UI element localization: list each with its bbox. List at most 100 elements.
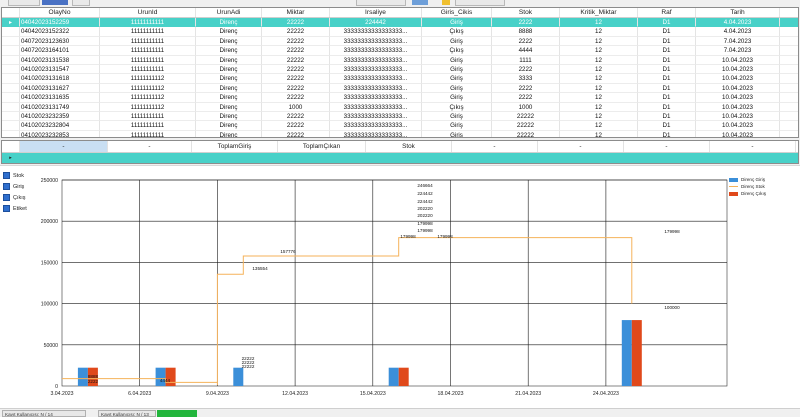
table-cell[interactable]: 23:28:00	[780, 121, 798, 131]
table-cell[interactable]: Çıkış	[422, 27, 492, 37]
table-cell[interactable]: 22222	[262, 64, 330, 75]
table-cell[interactable]: 22222	[262, 55, 330, 65]
table-cell[interactable]: D1	[638, 130, 696, 137]
table-cell[interactable]: 11111111111	[100, 64, 196, 75]
table-cell[interactable]: 4444	[492, 46, 560, 56]
table-cell[interactable]: 11111111111	[100, 27, 196, 37]
toolbar-icon[interactable]	[442, 0, 450, 5]
row-selector[interactable]	[2, 121, 20, 131]
row-selector[interactable]: ▸	[2, 153, 20, 163]
totals-cell[interactable]	[278, 153, 366, 163]
table-cell[interactable]: Direnç	[196, 130, 262, 137]
table-cell[interactable]: 04042023152322	[20, 27, 100, 37]
table-cell[interactable]: Direnç	[196, 18, 262, 28]
table-cell[interactable]: D1	[638, 36, 696, 47]
table-cell[interactable]: 10.04.2023	[696, 130, 780, 137]
totals-cell[interactable]	[624, 153, 710, 163]
table-row[interactable]: 04102023232359 11111111111 Direnç 22222 3333…	[2, 111, 798, 122]
row-selector[interactable]	[2, 64, 20, 75]
table-row[interactable]: 04102023232853 11111111111 Direnç 22222 3333…	[2, 130, 798, 137]
table-cell[interactable]: 04102023131635	[20, 93, 100, 103]
row-selector[interactable]	[2, 36, 20, 47]
totals-cell[interactable]	[710, 153, 796, 163]
filter-giris[interactable]: Giriş	[3, 181, 27, 192]
totals-cell[interactable]	[366, 153, 452, 163]
checkbox-icon[interactable]	[3, 194, 10, 201]
table-cell[interactable]: 33333333333333333...	[330, 83, 422, 94]
table-cell[interactable]: Giriş	[422, 55, 492, 65]
table-cell[interactable]: 2222	[492, 18, 560, 28]
table-cell[interactable]: 4.04.2023	[696, 18, 780, 28]
table-cell[interactable]: Çıkış	[422, 46, 492, 56]
column-header[interactable]: Kritik_Miktar	[560, 8, 638, 17]
totals-cell[interactable]	[538, 153, 624, 163]
table-cell[interactable]: 1000	[492, 102, 560, 112]
table-cell[interactable]: D1	[638, 55, 696, 65]
table-cell[interactable]: 04102023232359	[20, 111, 100, 122]
totals-cell[interactable]	[20, 153, 108, 163]
table-cell[interactable]: 04042023152259	[20, 18, 100, 28]
table-cell[interactable]: 4.04.2023	[696, 27, 780, 37]
filter-stok[interactable]: Stok	[3, 170, 27, 181]
table-cell[interactable]: 33333333333333333...	[330, 93, 422, 103]
table-cell[interactable]: 10.04.2023	[696, 83, 780, 94]
table-cell[interactable]: D1	[638, 27, 696, 37]
table-cell[interactable]: 33333333333333333...	[330, 36, 422, 47]
table-cell[interactable]: 11111111112	[100, 83, 196, 94]
totals-header-cell[interactable]: -	[796, 141, 798, 152]
toolbar-icon[interactable]	[412, 0, 428, 5]
column-header[interactable]: Tarih	[696, 8, 780, 17]
table-cell[interactable]: 23:23:00	[780, 112, 798, 122]
table-cell[interactable]: 33333333333333333...	[330, 121, 422, 131]
table-cell[interactable]: Direnç	[196, 27, 262, 37]
table-cell[interactable]: 10.04.2023	[696, 102, 780, 112]
table-cell[interactable]: 10.04.2023	[696, 93, 780, 103]
row-selector[interactable]	[2, 102, 20, 112]
table-cell[interactable]: 11111111111	[100, 46, 196, 56]
table-cell[interactable]: 12	[560, 55, 638, 65]
table-cell[interactable]: Direnç	[196, 83, 262, 94]
row-selector[interactable]	[2, 83, 20, 94]
table-cell[interactable]: 8888	[492, 27, 560, 37]
table-cell[interactable]: 12	[560, 27, 638, 37]
table-row[interactable]: 04102023131538 11111111111 Direnç 22222 3333…	[2, 55, 798, 65]
filter-cikis[interactable]: Çıkış	[3, 192, 27, 203]
table-cell[interactable]: Giriş	[422, 64, 492, 75]
table-cell[interactable]: D1	[638, 46, 696, 56]
column-header[interactable]: Stok	[492, 8, 560, 17]
table-cell[interactable]: 2222	[492, 93, 560, 103]
toolbar-icon[interactable]	[42, 0, 68, 5]
totals-header-cell[interactable]: ToplamGiriş	[192, 141, 278, 152]
toolbar-button[interactable]	[455, 0, 505, 6]
table-cell[interactable]: 33333333333333333...	[330, 46, 422, 56]
table-cell[interactable]: 11111111111	[100, 121, 196, 131]
table-cell[interactable]: 22222	[492, 121, 560, 131]
table-cell[interactable]: 22222	[262, 93, 330, 103]
table-cell[interactable]: 15:23:00	[780, 27, 798, 37]
table-cell[interactable]: Direnç	[196, 36, 262, 47]
table-cell[interactable]: Giriş	[422, 74, 492, 84]
totals-header-cell[interactable]: -	[20, 141, 108, 152]
table-cell[interactable]: 22222	[262, 111, 330, 122]
totals-header-cell[interactable]: -	[710, 141, 796, 152]
table-cell[interactable]: Direnç	[196, 102, 262, 112]
table-cell[interactable]: 11111111111	[100, 18, 196, 28]
table-cell[interactable]: 2222	[492, 64, 560, 75]
table-cell[interactable]: 04072023123630	[20, 36, 100, 47]
table-cell[interactable]: Giriş	[422, 111, 492, 122]
table-cell[interactable]: Giriş	[422, 130, 492, 137]
table-cell[interactable]: 33333333333333333...	[330, 130, 422, 137]
totals-header-cell[interactable]: -	[108, 141, 192, 152]
column-header[interactable]: UrunAdi	[196, 8, 262, 17]
table-row[interactable]: 04102023232804 11111111111 Direnç 22222 3333…	[2, 121, 798, 131]
table-cell[interactable]: 12	[560, 36, 638, 47]
table-cell[interactable]: Giriş	[422, 83, 492, 94]
table-cell[interactable]: D1	[638, 102, 696, 112]
table-row[interactable]: ▸ 04042023152259 11111111111 Direnç 22222 224…	[2, 18, 798, 28]
table-cell[interactable]: 12	[560, 121, 638, 131]
table-cell[interactable]: 10.04.2023	[696, 74, 780, 84]
table-cell[interactable]: 04102023131538	[20, 55, 100, 65]
table-cell[interactable]: 15:22:00	[780, 18, 798, 28]
table-cell[interactable]: Giriş	[422, 36, 492, 47]
